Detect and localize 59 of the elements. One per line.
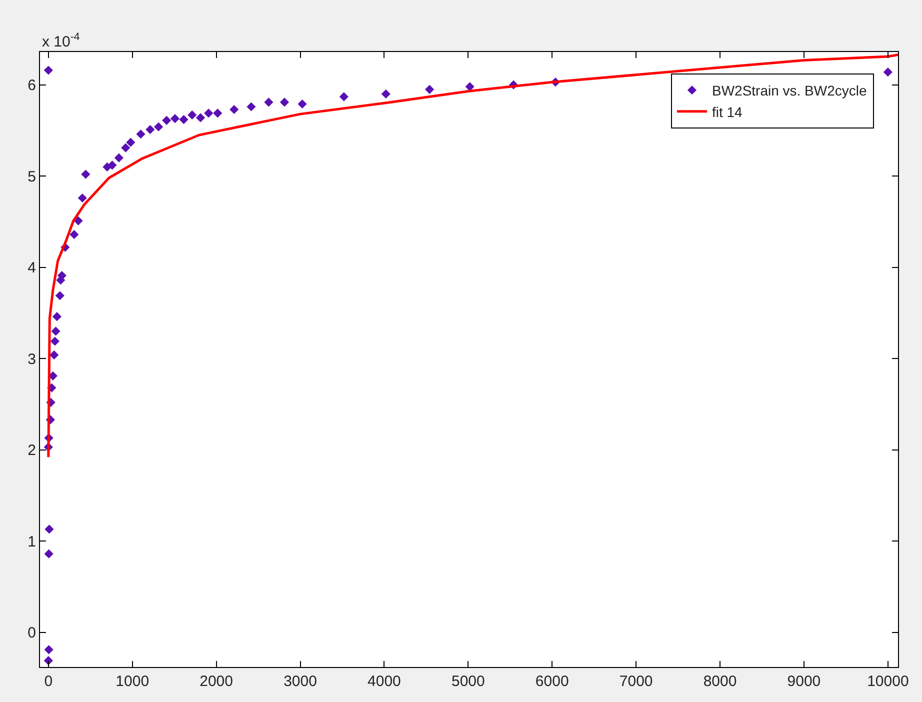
- point: [55, 291, 64, 300]
- point: [170, 114, 180, 124]
- point: [196, 113, 206, 122]
- x-tick-label: 7000: [619, 673, 653, 690]
- point: [230, 104, 239, 114]
- x-tick-label: 4000: [368, 673, 401, 690]
- point: [51, 326, 60, 336]
- point: [204, 108, 214, 118]
- x-tick-label: 9000: [787, 673, 821, 690]
- point: [246, 102, 256, 112]
- x-tick-label: 5000: [451, 673, 485, 690]
- point: [50, 336, 60, 346]
- legend-label: BW2Strain vs. BW2cycle: [712, 82, 868, 99]
- point: [78, 193, 87, 203]
- y-tick-label: 5: [28, 168, 36, 186]
- y-tick-label: 2: [28, 442, 36, 460]
- y-tick-label: 1: [28, 533, 36, 550]
- point: [298, 99, 307, 109]
- point: [162, 116, 172, 125]
- point: [883, 68, 892, 77]
- y-tick-label: 4: [28, 260, 36, 277]
- x-tick-label: 10000: [867, 673, 909, 690]
- point: [44, 524, 54, 534]
- point: [50, 350, 59, 360]
- x-tick-label: 2000: [200, 673, 233, 690]
- text: x 10$^{-4}$: [42, 31, 80, 50]
- point: [44, 656, 53, 666]
- point: [381, 89, 390, 99]
- point: [81, 170, 90, 179]
- point: [136, 130, 146, 139]
- x-tick-label: 6000: [535, 673, 569, 690]
- y-tick-label: 3: [28, 350, 36, 368]
- point: [146, 125, 155, 134]
- point: [188, 110, 197, 120]
- point: [44, 549, 54, 558]
- point: [74, 216, 83, 226]
- legend-label: fit 14: [712, 104, 743, 120]
- point: [44, 645, 54, 654]
- point: [44, 66, 53, 75]
- x-tick-label: 1000: [116, 673, 150, 690]
- point: [424, 84, 434, 94]
- y-tick-label: 6: [28, 77, 36, 94]
- point: [264, 98, 274, 107]
- x-tick-label: 3000: [284, 673, 317, 690]
- point: [70, 230, 79, 240]
- point: [339, 92, 348, 102]
- x-tick-label: 0: [44, 673, 53, 690]
- point: [179, 114, 188, 124]
- point: [213, 108, 222, 118]
- point: [126, 138, 136, 147]
- point: [52, 312, 62, 322]
- point: [108, 160, 117, 170]
- point: [121, 143, 130, 152]
- point: [114, 153, 124, 162]
- x-tick-label: 8000: [703, 673, 737, 690]
- y-tick-label: 0: [28, 624, 36, 642]
- point: [154, 122, 164, 132]
- line-series: [47, 53, 898, 458]
- point: [280, 98, 290, 107]
